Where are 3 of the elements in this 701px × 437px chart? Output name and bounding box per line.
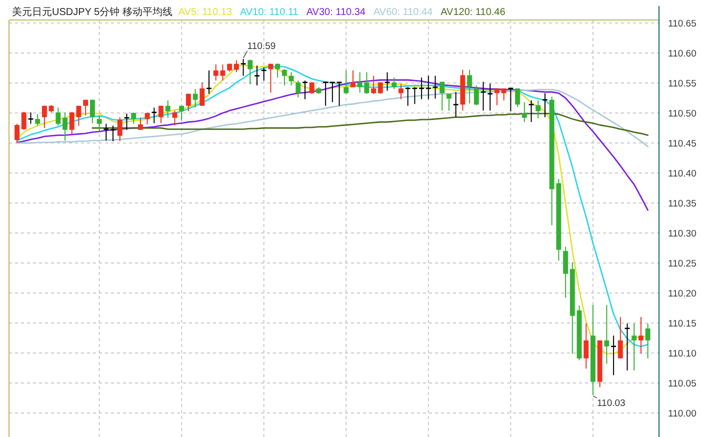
annotation: 110.03 [596, 398, 626, 409]
annotation: 110.59 [247, 41, 276, 52]
title: 美元日元USDJPY 5分钟 移动平均线 [12, 7, 172, 18]
